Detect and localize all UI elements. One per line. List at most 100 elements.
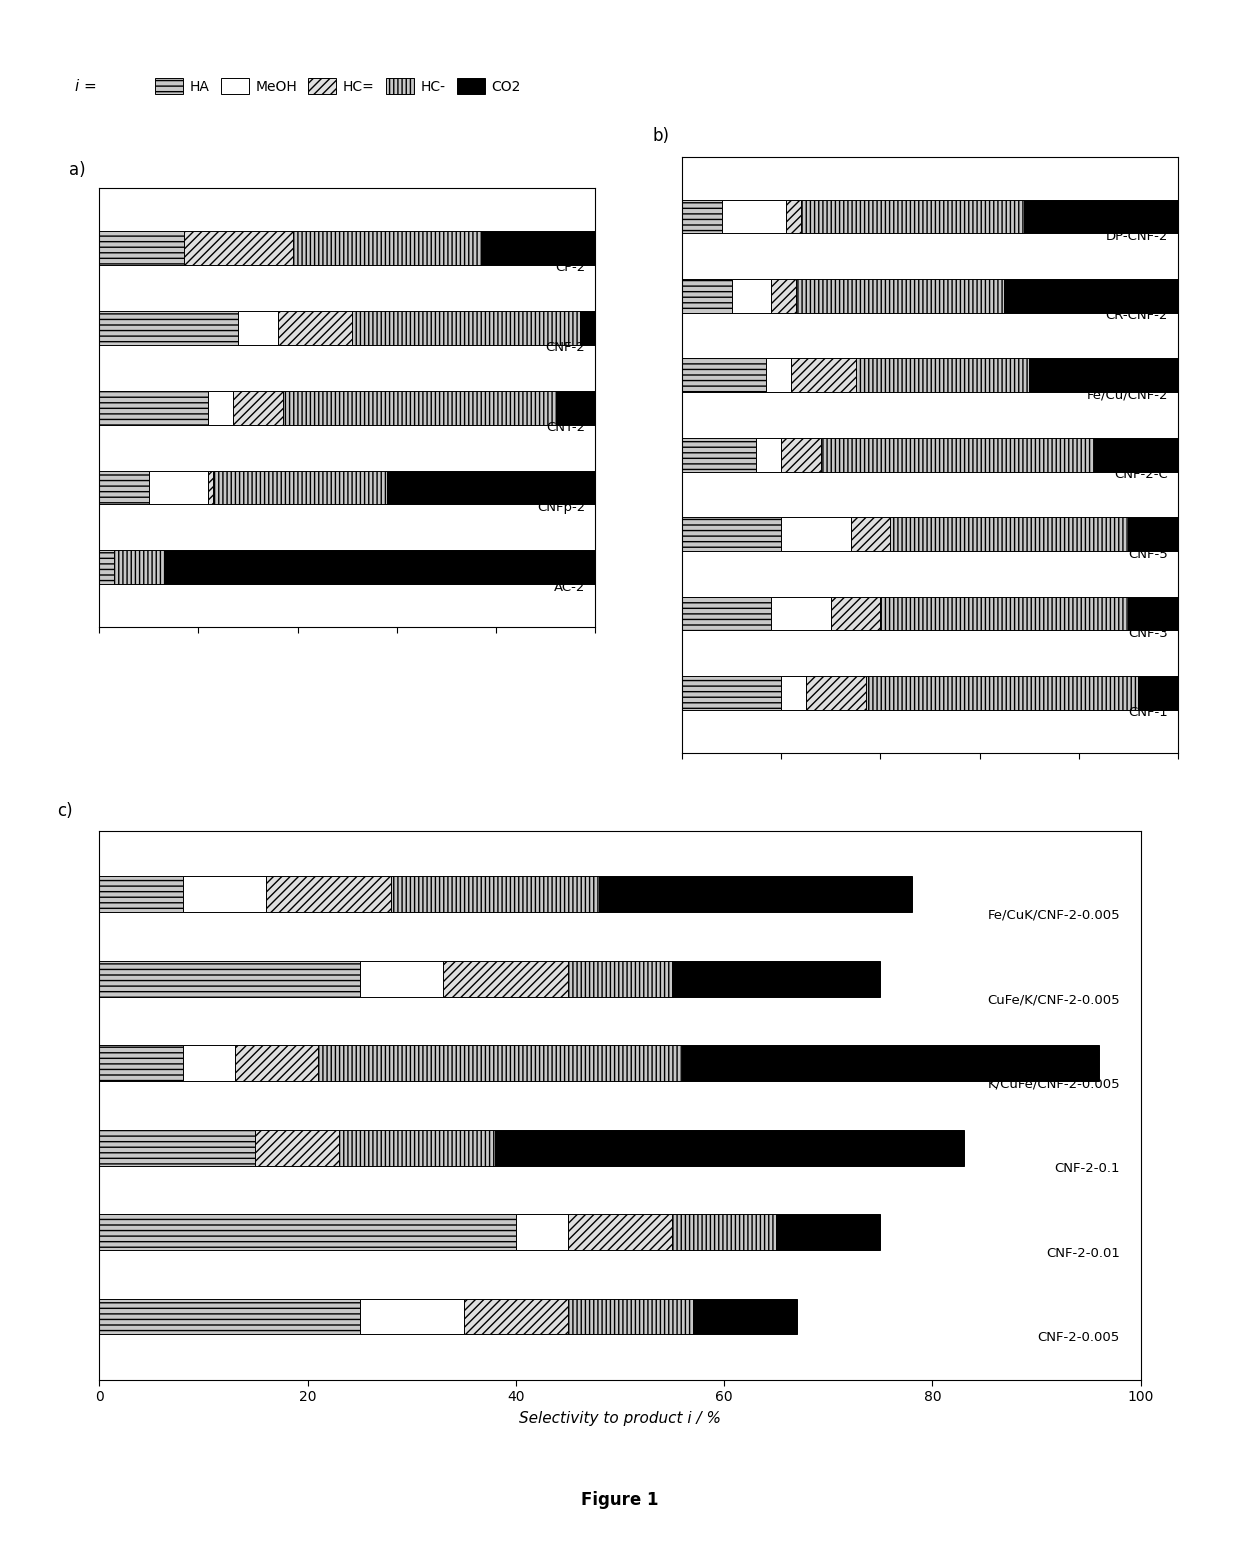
Bar [732,279,771,312]
Bar [213,470,387,505]
Bar [391,877,599,913]
Bar [255,1129,339,1165]
Bar [360,961,443,997]
Bar [1138,676,1178,710]
Text: CNF-2-0.01: CNF-2-0.01 [1047,1247,1120,1259]
Bar [568,1298,693,1334]
Bar [856,359,1029,392]
Text: CNF-2-C: CNF-2-C [1115,469,1168,481]
Text: CuFe/K/CNF-2-0.005: CuFe/K/CNF-2-0.005 [987,994,1120,1007]
Bar [672,1214,776,1250]
Bar [722,199,786,234]
Bar [495,1129,963,1165]
Bar [682,517,781,550]
Bar [238,310,278,345]
Bar [516,1214,568,1250]
Bar [806,676,866,710]
Bar [99,1298,360,1334]
Bar [99,1214,516,1250]
Text: CP-2: CP-2 [556,262,585,274]
Bar [149,470,208,505]
Bar [233,390,283,425]
Bar [208,470,213,505]
Bar [234,1046,317,1082]
Bar [556,390,595,425]
Bar [796,279,1004,312]
Bar [851,517,890,550]
Bar [1128,517,1178,550]
Bar [99,961,360,997]
Bar [443,961,568,997]
Bar [184,230,293,265]
Bar [682,676,781,710]
Bar [568,961,672,997]
Bar [339,1129,495,1165]
Bar [580,310,595,345]
Text: K/CuFe/CNF-2-0.005: K/CuFe/CNF-2-0.005 [987,1077,1120,1091]
Bar [360,1298,464,1334]
Text: a): a) [69,162,86,179]
Bar [99,390,208,425]
Bar [464,1298,568,1334]
Bar [801,199,1024,234]
Bar [1029,359,1178,392]
Bar [1004,279,1178,312]
Legend: HA, MeOH, HC=, HC-, CO2: HA, MeOH, HC=, HC-, CO2 [150,72,527,100]
Bar [164,550,595,585]
Bar [99,550,114,585]
Bar [786,199,801,234]
Bar [682,279,732,312]
Bar [693,1298,797,1334]
Bar [99,1046,182,1082]
Bar [831,597,880,630]
Bar [672,961,880,997]
Text: DP-CNF-2: DP-CNF-2 [1106,230,1168,243]
Bar [293,230,481,265]
Bar [766,359,791,392]
Bar [481,230,595,265]
Bar [791,359,856,392]
Text: CNF-1: CNF-1 [1128,707,1168,720]
Bar [99,877,182,913]
Bar [317,1046,682,1082]
Bar [99,310,238,345]
Bar [821,437,1094,472]
Text: CNF-2-0.005: CNF-2-0.005 [1038,1331,1120,1344]
Bar [283,390,556,425]
Bar [771,279,796,312]
Bar [114,550,164,585]
Bar [682,1046,1099,1082]
Bar [880,597,1128,630]
Bar [1024,199,1178,234]
Bar [387,470,595,505]
Bar [99,230,184,265]
Text: CNF-3: CNF-3 [1128,627,1168,640]
Text: Fe/CuK/CNF-2-0.005: Fe/CuK/CNF-2-0.005 [987,909,1120,922]
Bar [866,676,1138,710]
Text: b): b) [652,127,670,144]
Text: $i$ =: $i$ = [74,78,97,94]
Bar [771,597,831,630]
Bar [99,470,149,505]
Bar [99,1129,255,1165]
X-axis label: Selectivity to product i / %: Selectivity to product i / % [520,1411,720,1427]
Bar [890,517,1128,550]
Text: CNF-2: CNF-2 [546,342,585,354]
Text: CNFp-2: CNFp-2 [537,500,585,514]
Text: CR-CNF-2: CR-CNF-2 [1106,309,1168,321]
Text: AC-2: AC-2 [554,580,585,594]
Bar [599,877,911,913]
Bar [182,877,265,913]
Text: c): c) [57,803,73,820]
Bar [682,597,771,630]
Bar [1128,597,1178,630]
Text: Fe/Cu/CNF-2: Fe/Cu/CNF-2 [1086,389,1168,401]
Bar [208,390,233,425]
Bar [182,1046,234,1082]
Bar [781,437,821,472]
Bar [682,199,722,234]
Bar [265,877,391,913]
Bar [352,310,580,345]
Bar [756,437,781,472]
Text: Figure 1: Figure 1 [582,1491,658,1510]
